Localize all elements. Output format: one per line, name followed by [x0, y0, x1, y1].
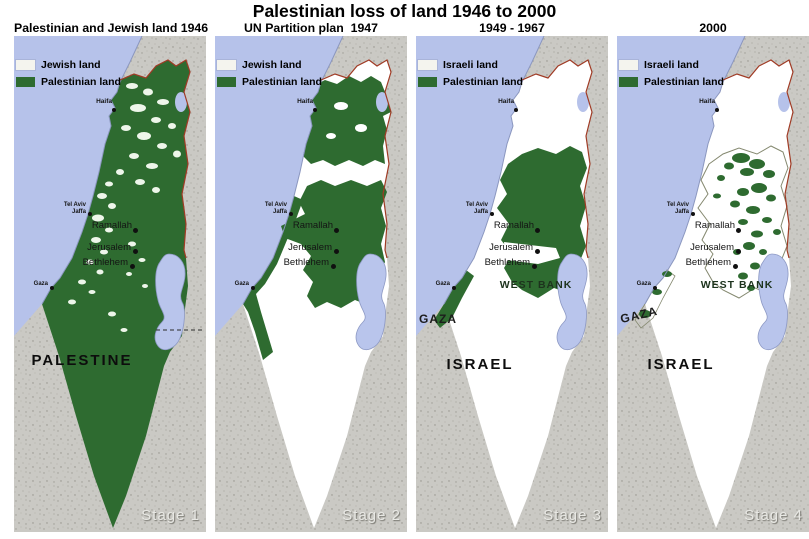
city-label-bethlehem: Bethlehem [82, 257, 128, 268]
city-dot-jerusalem [535, 249, 540, 254]
panel-1947: UN Partition plan 1947 Jewish land Pales… [215, 21, 407, 532]
city-dot-jerusalem [133, 249, 138, 254]
israeli-land-label: Israeli land [443, 58, 498, 71]
jerusalem-corridor [504, 242, 560, 264]
palestinian-land-label: Palestinian land [41, 75, 121, 88]
region-label-israel: ISRAEL [446, 356, 514, 373]
stage-label-4: Stage 4 [744, 507, 803, 524]
west-bank-label: WEST BANK [700, 279, 774, 291]
city-label-ramallah: Ramallah [292, 220, 333, 231]
panel-2000-subtitle: 2000 [699, 21, 727, 35]
panel-1946: Palestinian and Jewish land 1946 [14, 21, 208, 532]
city-label-jerusalem: Jerusalem [87, 242, 131, 253]
panel-1947-subtitle: UN Partition plan 1947 [244, 21, 378, 35]
city-dot-gaza [50, 286, 54, 290]
map-1946: Jewish land Palestinian land Haifa Tel A… [14, 36, 206, 532]
city-label-gaza: Gaza [636, 281, 651, 287]
city-label-haifa: Haifa [498, 98, 514, 105]
israeli-land-label: Israeli land [644, 58, 699, 71]
legend-1947: Jewish land Palestinian land [217, 56, 322, 90]
panel-1949-1967: 1949 - 1967 Israeli land Palestinian lan… [416, 21, 608, 532]
city-label-gaza: Gaza [435, 281, 450, 287]
city-label-haifa: Haifa [297, 98, 313, 105]
city-dot-haifa [313, 108, 317, 112]
palestinian-land-label: Palestinian land [242, 75, 322, 88]
city-label-gaza: Gaza [33, 281, 48, 287]
city-dot-bethlehem [331, 264, 336, 269]
map-1949-1967: Israeli land Palestinian land Haifa Tel … [416, 36, 608, 532]
city-dot-bethlehem [130, 264, 135, 269]
panel-1949-1967-subtitle: 1949 - 1967 [479, 21, 545, 35]
city-label-haifa: Haifa [96, 98, 112, 105]
page-title: Palestinian loss of land 1946 to 2000 [252, 1, 557, 21]
map-1949-1967-svg [416, 36, 608, 532]
region-label-israel: ISRAEL [647, 356, 715, 373]
city-dot-haifa [715, 108, 719, 112]
jewish-enclaves [326, 102, 367, 139]
city-label-jerusalem: Jerusalem [288, 242, 332, 253]
region-label-palestine: PALESTINE [31, 352, 133, 369]
city-dot-ramallah [334, 228, 339, 233]
city-label-bethlehem: Bethlehem [685, 257, 731, 268]
city-dot-tel-aviv [490, 212, 494, 216]
jewish-land-patches [68, 83, 181, 332]
legend-1949-1967: Israeli land Palestinian land [418, 56, 523, 90]
city-dot-tel-aviv [88, 212, 92, 216]
city-dot-bethlehem [733, 264, 738, 269]
israeli-land-swatch [418, 59, 437, 70]
city-label-jerusalem: Jerusalem [489, 242, 533, 253]
city-dot-bethlehem [532, 264, 537, 269]
city-dot-haifa [514, 108, 518, 112]
stage-label-2: Stage 2 [342, 507, 401, 524]
city-dot-gaza [653, 286, 657, 290]
city-dot-ramallah [535, 228, 540, 233]
city-dot-jerusalem [334, 249, 339, 254]
city-dot-gaza [452, 286, 456, 290]
city-dot-tel-aviv [289, 212, 293, 216]
stage-label-3: Stage 3 [543, 507, 602, 524]
city-label-haifa: Haifa [699, 98, 715, 105]
city-dot-gaza [251, 286, 255, 290]
city-label-gaza: Gaza [234, 281, 249, 287]
jewish-land-label: Jewish land [41, 58, 101, 71]
city-label-tel-aviv-jaffa: Tel Aviv Jaffa [666, 202, 689, 215]
legend-2000: Israeli land Palestinian land [619, 56, 724, 90]
jewish-land-swatch [217, 59, 236, 70]
city-dot-ramallah [133, 228, 138, 233]
map-1946-svg [14, 36, 206, 532]
palestinian-land-swatch [16, 76, 35, 87]
palestinian-land-label: Palestinian land [443, 75, 523, 88]
panel-1946-subtitle: Palestinian and Jewish land 1946 [14, 21, 209, 35]
map-1947-svg [215, 36, 407, 532]
city-label-ramallah: Ramallah [493, 220, 534, 231]
city-label-tel-aviv-jaffa: Tel Aviv Jaffa [63, 202, 86, 215]
map-2000: Israeli land Palestinian land Haifa Tel … [617, 36, 809, 532]
map-1947: Jewish land Palestinian land Haifa Tel A… [215, 36, 407, 532]
israeli-land-swatch [619, 59, 638, 70]
city-label-ramallah: Ramallah [91, 220, 132, 231]
city-dot-tel-aviv [691, 212, 695, 216]
city-label-tel-aviv-jaffa: Tel Aviv Jaffa [465, 202, 488, 215]
map-2000-svg [617, 36, 809, 532]
city-label-bethlehem: Bethlehem [484, 257, 530, 268]
city-dot-jerusalem [736, 249, 741, 254]
jewish-land-label: Jewish land [242, 58, 302, 71]
palestinian-land-label: Palestinian land [644, 75, 724, 88]
panel-2000: 2000 [617, 21, 809, 532]
city-dot-ramallah [736, 228, 741, 233]
legend-1946: Jewish land Palestinian land [16, 56, 121, 90]
city-dot-haifa [112, 108, 116, 112]
west-bank-label: WEST BANK [499, 279, 573, 291]
stage-label-1: Stage 1 [141, 507, 200, 524]
palestinian-land-swatch [418, 76, 437, 87]
palestinian-land-swatch [217, 76, 236, 87]
jewish-land-swatch [16, 59, 35, 70]
gaza-region-label: GAZA [419, 312, 457, 326]
city-label-jerusalem: Jerusalem [690, 242, 734, 253]
city-label-ramallah: Ramallah [694, 220, 735, 231]
city-label-tel-aviv-jaffa: Tel Aviv Jaffa [264, 202, 287, 215]
city-label-bethlehem: Bethlehem [283, 257, 329, 268]
palestinian-land-swatch [619, 76, 638, 87]
